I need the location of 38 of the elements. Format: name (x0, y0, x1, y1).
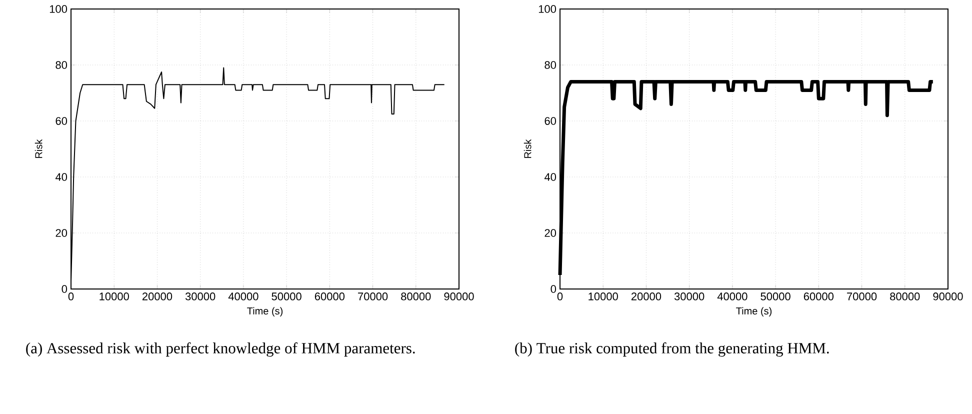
y-tick-label: 80 (544, 61, 556, 69)
x-tick-label: 30000 (674, 292, 704, 300)
text: (a) Assessed risk with perfect knowledge of HMM parameters. (26, 342, 415, 357)
x-tick-label: 30000 (185, 292, 216, 300)
y-axis-title: Risk (524, 139, 532, 158)
y-tick-label: 20 (544, 229, 556, 237)
y-tick-label: 0 (550, 285, 556, 293)
x-tick-label: 20000 (631, 292, 662, 300)
x-tick-label: 90000 (933, 292, 963, 300)
y-tick-label: 100 (50, 5, 68, 13)
x-tick-label: 80000 (890, 292, 920, 300)
x-tick-label: 40000 (717, 292, 748, 300)
y-tick-label: 100 (538, 5, 556, 13)
x-tick-label: 80000 (401, 292, 431, 300)
x-tick-label: 50000 (760, 292, 790, 300)
x-axis-title: Time (s) (247, 307, 283, 316)
y-axis-title: Risk (34, 139, 42, 158)
y-tick-label: 20 (56, 229, 68, 237)
y-tick-label: 80 (56, 61, 68, 69)
text: (b) True risk computed from the generating HMM. (515, 342, 829, 357)
x-tick-label: 40000 (228, 292, 258, 300)
x-tick-label: 0 (68, 292, 74, 300)
y-tick-label: 60 (544, 117, 556, 125)
x-tick-label: 10000 (588, 292, 618, 300)
y-tick-label: 40 (55, 173, 68, 181)
x-tick-label: 70000 (847, 292, 877, 300)
x-tick-label: 90000 (444, 292, 474, 300)
x-tick-label: 10000 (100, 292, 129, 300)
x-tick-label: 60000 (314, 292, 345, 300)
y-tick-label: 40 (544, 173, 556, 181)
x-axis-title: Time (s) (736, 307, 772, 316)
y-tick-label: 0 (62, 285, 68, 293)
x-tick-label: 60000 (804, 292, 834, 300)
x-tick-label: 50000 (272, 292, 302, 300)
y-tick-label: 60 (56, 117, 68, 125)
x-tick-label: 20000 (142, 292, 172, 300)
x-tick-label: 70000 (358, 292, 388, 300)
x-tick-label: 0 (557, 292, 563, 300)
